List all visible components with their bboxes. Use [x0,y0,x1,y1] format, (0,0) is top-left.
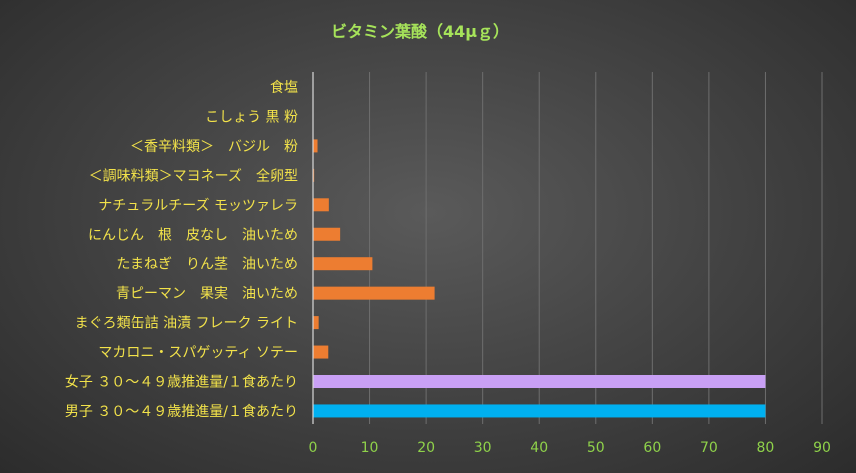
x-tick-label: 20 [417,440,435,456]
bar [313,404,766,418]
x-tick-label: 30 [474,440,492,456]
x-tick-label: 70 [700,440,718,456]
x-tick-label: 50 [587,440,605,456]
category-label: 女子 ３０～４９歳推進量/１食あたり [65,374,298,391]
bar [313,139,318,153]
bar [313,227,341,241]
x-tick-label: 80 [757,440,775,456]
category-label: たまねぎ りん茎 油いため [116,257,298,273]
x-tick-label: 60 [643,440,661,456]
category-label: こしょう 黒 粉 [205,109,298,125]
bar [313,375,766,388]
gridlines [369,72,823,424]
bar [313,257,373,271]
x-tick-label: 0 [309,440,318,456]
category-label: 食塩 [270,79,298,96]
bar [313,286,435,300]
x-tick-label: 10 [361,440,379,456]
category-label: マカロニ・スパゲッティ ソテー [98,345,298,361]
category-label: にんじん 根 皮なし 油いため [88,227,298,243]
bar [313,198,329,212]
bars [313,139,766,418]
category-label: ナチュラルチーズ モッツァレラ [98,198,298,214]
bar [313,316,319,330]
category-label: 青ピーマン 果実 油いため [116,286,298,302]
x-tick-labels: 0 10 20 30 40 50 60 70 80 90 [309,440,831,456]
x-tick-label: 40 [530,440,548,456]
category-label: まぐろ類缶詰 油漬 フレーク ライト [75,316,298,332]
category-label: ＜調味料類＞マヨネーズ 全卵型 [89,167,298,184]
bar [313,345,329,359]
chart-title: ビタミン葉酸（44μｇ） [331,22,509,42]
category-label: ＜香辛料類＞ バジル 粉 [130,139,298,155]
category-label: 男子 ３０～４９歳推進量/１食あたり [65,403,298,420]
x-tick-label: 90 [813,440,831,456]
